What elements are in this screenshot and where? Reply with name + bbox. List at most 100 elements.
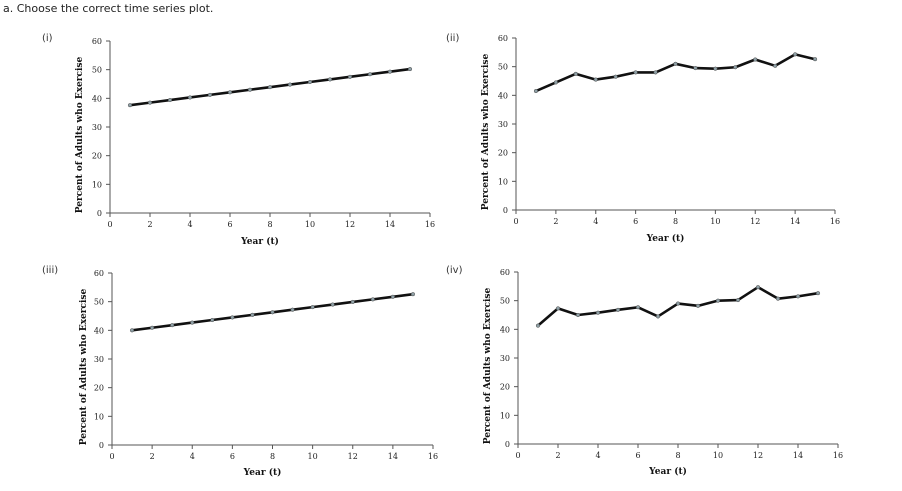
chart-i-point-5 [227, 90, 233, 95]
chart-i-x-tick-label-0: 0 [107, 220, 112, 229]
chart-iii-point-7 [270, 310, 275, 315]
chart-ii-point-7 [673, 61, 678, 66]
chart-iii-x-tick-label-0: 0 [109, 452, 114, 461]
chart-iv-y-tick-label-0: 0 [505, 440, 510, 449]
chart-i-x-tick-label-6: 12 [345, 220, 355, 229]
chart-iv-point-14 [815, 291, 821, 296]
chart-ii-point-9 [713, 66, 718, 71]
chart-iii-point-9 [310, 305, 315, 310]
chart-ii-x-tick-label-2: 4 [593, 217, 598, 226]
chart-i-y-tick-label-4: 40 [92, 94, 102, 103]
chart-iii-x-tick-label-5: 10 [308, 452, 318, 461]
chart-iii-point-3 [190, 320, 195, 325]
chart-iv-x-tick-label-4: 8 [675, 451, 680, 460]
chart-ii-point-4 [613, 74, 618, 79]
chart-iii-point-10 [330, 302, 335, 307]
chart-iii-y-axis-label: Percent of Adults who Exercise [79, 289, 89, 446]
chart-iii-point-6 [250, 312, 255, 317]
chart-ii-y-tick-label-2: 20 [498, 149, 508, 158]
chart-ii-point-2 [573, 71, 578, 76]
chart-iii-point-12 [370, 297, 375, 302]
chart-iv-series-line [537, 285, 819, 327]
chart-i-point-7 [267, 85, 273, 90]
chart-i-x-tick-label-5: 10 [305, 220, 315, 229]
chart-i-point-14 [407, 67, 413, 72]
chart-iii-point-0 [130, 328, 135, 333]
chart-iv-y-tick-label-3: 30 [500, 354, 510, 363]
chart-iii-x-tick-label-2: 4 [190, 452, 195, 461]
chart-iv-point-8 [695, 303, 701, 308]
chart-iv-point-0 [535, 323, 541, 328]
chart-iv-point-4 [615, 307, 621, 312]
chart-iii-point-14 [410, 292, 415, 297]
chart-i-y-axis-label: Percent of Adults who Exercise [75, 57, 85, 214]
chart-iv-point-6 [655, 314, 661, 319]
chart-iii-point-5 [230, 315, 235, 320]
chart-iv-y-tick-label-6: 60 [500, 268, 510, 277]
chart-iii-y-tick-label-3: 30 [94, 355, 104, 364]
chart-ii-point-3 [593, 77, 598, 82]
chart-iii-point-13 [390, 294, 395, 299]
chart-i-y-tick-label-5: 50 [92, 66, 102, 75]
chart-i-point-0 [127, 103, 133, 108]
chart-i-y-tick-label-1: 10 [92, 180, 102, 189]
chart-iv-y-tick-label-5: 50 [500, 297, 510, 306]
chart-iv-x-tick-label-2: 4 [595, 451, 600, 460]
chart-ii-point-1 [553, 80, 558, 85]
chart-ii-y-tick-label-4: 40 [498, 91, 508, 100]
chart-iii-y-tick-label-1: 10 [94, 412, 104, 421]
chart-iii-point-8 [290, 307, 295, 312]
chart-i-x-axis-label: Year (t) [240, 236, 279, 247]
chart-i-y-tick-label-2: 20 [92, 152, 102, 161]
chart-iv-point-9 [715, 298, 721, 303]
chart-ii-x-tick-label-4: 8 [673, 217, 678, 226]
chart-i-point-11 [347, 74, 353, 79]
chart-ii-x-tick-label-7: 14 [790, 217, 800, 226]
chart-iii-y-tick-label-4: 40 [94, 326, 104, 335]
chart-i-y-tick-label-0: 0 [97, 209, 102, 218]
chart-ii-point-12 [773, 63, 778, 68]
chart-i-point-8 [287, 82, 293, 87]
chart-iv-y-tick-label-2: 20 [500, 383, 510, 392]
chart-iv-x-tick-label-1: 2 [555, 451, 560, 460]
chart-iii-x-tick-label-4: 8 [270, 452, 275, 461]
option-label-iv[interactable]: (iv) [446, 265, 463, 276]
chart-ii-x-tick-label-0: 0 [513, 217, 518, 226]
chart-iii-x-tick-label-6: 12 [348, 452, 358, 461]
chart-iii-point-2 [170, 323, 175, 328]
chart-ii-point-13 [793, 52, 798, 57]
chart-iv-point-5 [635, 305, 641, 310]
chart-ii-point-11 [753, 57, 758, 62]
chart-i-y-tick-label-6: 60 [92, 37, 102, 46]
chart-iii-x-tick-label-8: 16 [428, 452, 438, 461]
chart-iv-x-tick-label-6: 12 [753, 451, 763, 460]
chart-iv-point-10 [735, 298, 741, 303]
chart-iii-y-tick-label-0: 0 [99, 441, 104, 450]
chart-iii-x-tick-label-7: 14 [388, 452, 398, 461]
chart-i-point-2 [167, 98, 173, 103]
chart-iv-point-7 [675, 301, 681, 306]
chart-iv-y-tick-label-4: 40 [500, 325, 510, 334]
chart-i-point-10 [327, 77, 333, 82]
chart-ii-y-tick-label-6: 60 [498, 34, 508, 43]
chart-ii-x-tick-label-3: 6 [633, 217, 638, 226]
chart-ii-y-tick-label-5: 50 [498, 63, 508, 72]
chart-ii-point-5 [633, 70, 638, 75]
chart-iii-x-tick-label-1: 2 [150, 452, 155, 461]
chart-ii-point-10 [733, 65, 738, 70]
chart-ii-y-tick-label-1: 10 [498, 177, 508, 186]
chart-iv-y-tick-label-1: 10 [500, 411, 510, 420]
option-label-iii[interactable]: (iii) [42, 265, 59, 276]
chart-ii-x-tick-label-8: 16 [830, 217, 840, 226]
chart-i-y-tick-label-3: 30 [92, 123, 102, 132]
chart-iii-x-axis-label: Year (t) [243, 467, 282, 478]
chart-i-x-tick-label-4: 8 [267, 220, 272, 229]
chart-i-point-1 [147, 100, 153, 105]
chart-iv-point-3 [595, 310, 601, 315]
chart-iv-x-tick-label-8: 16 [833, 451, 843, 460]
option-label-i[interactable]: (i) [42, 33, 53, 44]
chart-iv-point-2 [575, 312, 581, 318]
option-label-ii[interactable]: (ii) [446, 33, 460, 44]
chart-iv-x-tick-label-3: 6 [635, 451, 640, 460]
